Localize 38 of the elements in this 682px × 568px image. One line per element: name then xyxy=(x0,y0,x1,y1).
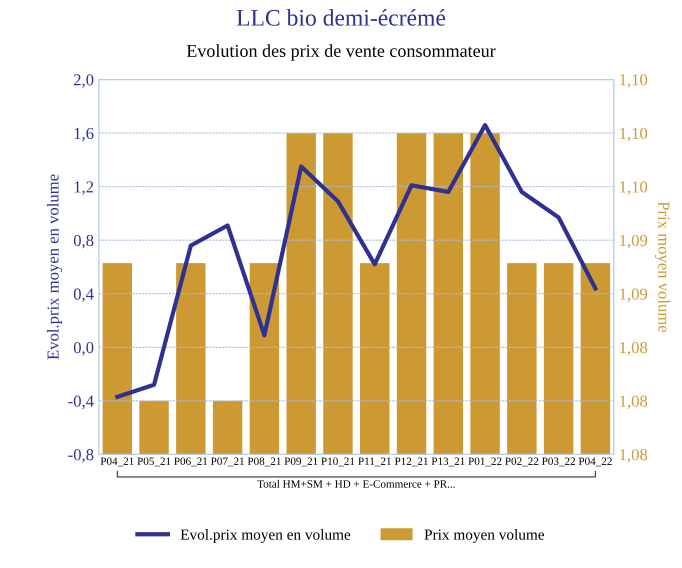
x-tick-label: P01_22 xyxy=(468,458,502,466)
y2-tick-label: 1,10 xyxy=(620,181,648,195)
y2-tick-label: 1,08 xyxy=(620,396,648,410)
chart-subtitle: Evolution des prix de vente consommateur xyxy=(186,44,496,61)
x-tick-label: P02_22 xyxy=(505,458,538,466)
text: Total HM+SM + HD + E-Commerce + PR... xyxy=(257,480,455,488)
x-tick-label: P07_21 xyxy=(210,458,244,466)
x-tick-label: P04_22 xyxy=(578,458,612,466)
legend-label: Evol.prix moyen en volume xyxy=(180,528,350,543)
y-tick-label: -0,8 xyxy=(68,449,94,463)
y-tick-label: 0,4 xyxy=(74,288,94,302)
y-tick-label: 1,6 xyxy=(74,128,94,142)
y2-axis-title: Prix moyen volume xyxy=(654,202,670,332)
y-tick-label: -0,4 xyxy=(68,396,94,410)
y-tick-label: 2,0 xyxy=(74,74,94,88)
y2-tick-label: 1,08 xyxy=(620,449,648,463)
x-tick-label: P06_21 xyxy=(174,458,208,466)
y-axis-title: Evol.prix moyen en volume xyxy=(46,174,62,360)
x-tick-label: P10_21 xyxy=(321,458,354,466)
x-tick-label: P09_21 xyxy=(284,458,318,466)
x-tick-label: P13_21 xyxy=(432,458,465,466)
line-series xyxy=(115,122,598,399)
y2-tick-label: 1,09 xyxy=(620,234,648,249)
y2-tick-label: 1,10 xyxy=(620,74,648,88)
y-tick-label: 0,8 xyxy=(74,234,94,249)
y2-tick-label: 1,10 xyxy=(620,128,648,142)
y-tick-label: 0,0 xyxy=(74,342,94,356)
y2-tick-label: 1,08 xyxy=(620,342,648,356)
x-tick-label: P11_21 xyxy=(358,458,391,466)
legend-label: Prix moyen volume xyxy=(424,528,544,543)
chart-title: LLC bio demi-écrémé xyxy=(236,9,446,26)
x-tick-label: P05_21 xyxy=(137,458,170,466)
x-tick-label: P08_21 xyxy=(248,458,281,466)
y-tick-label: 1,2 xyxy=(74,181,94,195)
x-tick-label: P04_21 xyxy=(100,458,134,466)
x-tick-label: P12_21 xyxy=(394,458,428,466)
x-tick-label: P03_22 xyxy=(542,458,575,466)
y2-tick-label: 1,09 xyxy=(620,288,648,302)
